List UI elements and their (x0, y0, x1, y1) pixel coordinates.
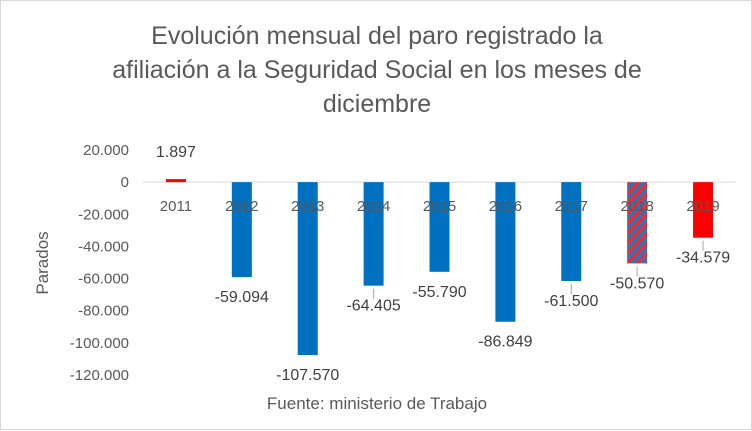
y-tick-label: 20.000 (83, 142, 129, 159)
x-category-label: 2013 (291, 198, 324, 215)
bar-2017 (561, 182, 582, 281)
bar-2012 (231, 182, 252, 278)
x-category-label: 2019 (686, 198, 719, 215)
chart-title-line-1: Evolución mensual del paro registrado la (151, 22, 603, 50)
data-label: -34.579 (676, 250, 730, 267)
data-label: -55.790 (412, 284, 466, 301)
x-category-label: 2018 (620, 198, 653, 215)
x-category-label: 2017 (555, 198, 588, 215)
data-label: -59.094 (215, 289, 269, 306)
bar-2018 (627, 182, 648, 264)
y-tick-label: -80.000 (78, 303, 129, 320)
chart-title-line-3: diciembre (322, 90, 432, 118)
bar-2015 (429, 182, 450, 272)
chart-title-line-2: afiliación a la Seguridad Social en los … (112, 56, 642, 84)
bar-2011 (165, 179, 186, 183)
bar-2016 (495, 182, 516, 322)
y-tick-label: 0 (121, 174, 129, 191)
data-label: -50.570 (610, 275, 664, 292)
data-label: 1.897 (156, 144, 196, 161)
chart-source-note: Fuente: ministerio de Trabajo (266, 394, 488, 413)
x-category-label: 2015 (423, 198, 456, 215)
bar-2014 (363, 182, 384, 286)
y-tick-label: -100.000 (70, 335, 129, 352)
data-label: -107.570 (276, 367, 339, 384)
x-category-label: 2012 (225, 198, 258, 215)
chart-title: Evolución mensual del paro registrado la… (61, 19, 693, 121)
bar-2019 (693, 182, 714, 238)
data-label: -86.849 (478, 334, 532, 351)
y-tick-label: -20.000 (78, 206, 129, 223)
bar-2013 (297, 182, 318, 356)
y-tick-label: -40.000 (78, 238, 129, 255)
x-category-label: 2016 (489, 198, 522, 215)
data-label: -64.405 (346, 298, 400, 315)
data-label: -61.500 (544, 293, 598, 310)
x-category-label: 2011 (160, 198, 192, 215)
y-tick-label: -120.000 (70, 367, 129, 384)
y-tick-label: -60.000 (78, 271, 129, 288)
x-category-label: 2014 (357, 198, 390, 215)
